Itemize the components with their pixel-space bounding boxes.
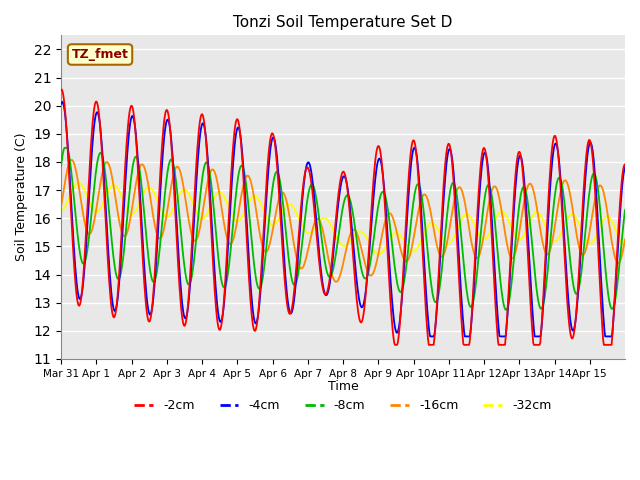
X-axis label: Time: Time — [328, 380, 358, 393]
Title: Tonzi Soil Temperature Set D: Tonzi Soil Temperature Set D — [234, 15, 452, 30]
Y-axis label: Soil Temperature (C): Soil Temperature (C) — [15, 133, 28, 262]
Legend: -2cm, -4cm, -8cm, -16cm, -32cm: -2cm, -4cm, -8cm, -16cm, -32cm — [129, 395, 557, 418]
Text: TZ_fmet: TZ_fmet — [72, 48, 129, 61]
